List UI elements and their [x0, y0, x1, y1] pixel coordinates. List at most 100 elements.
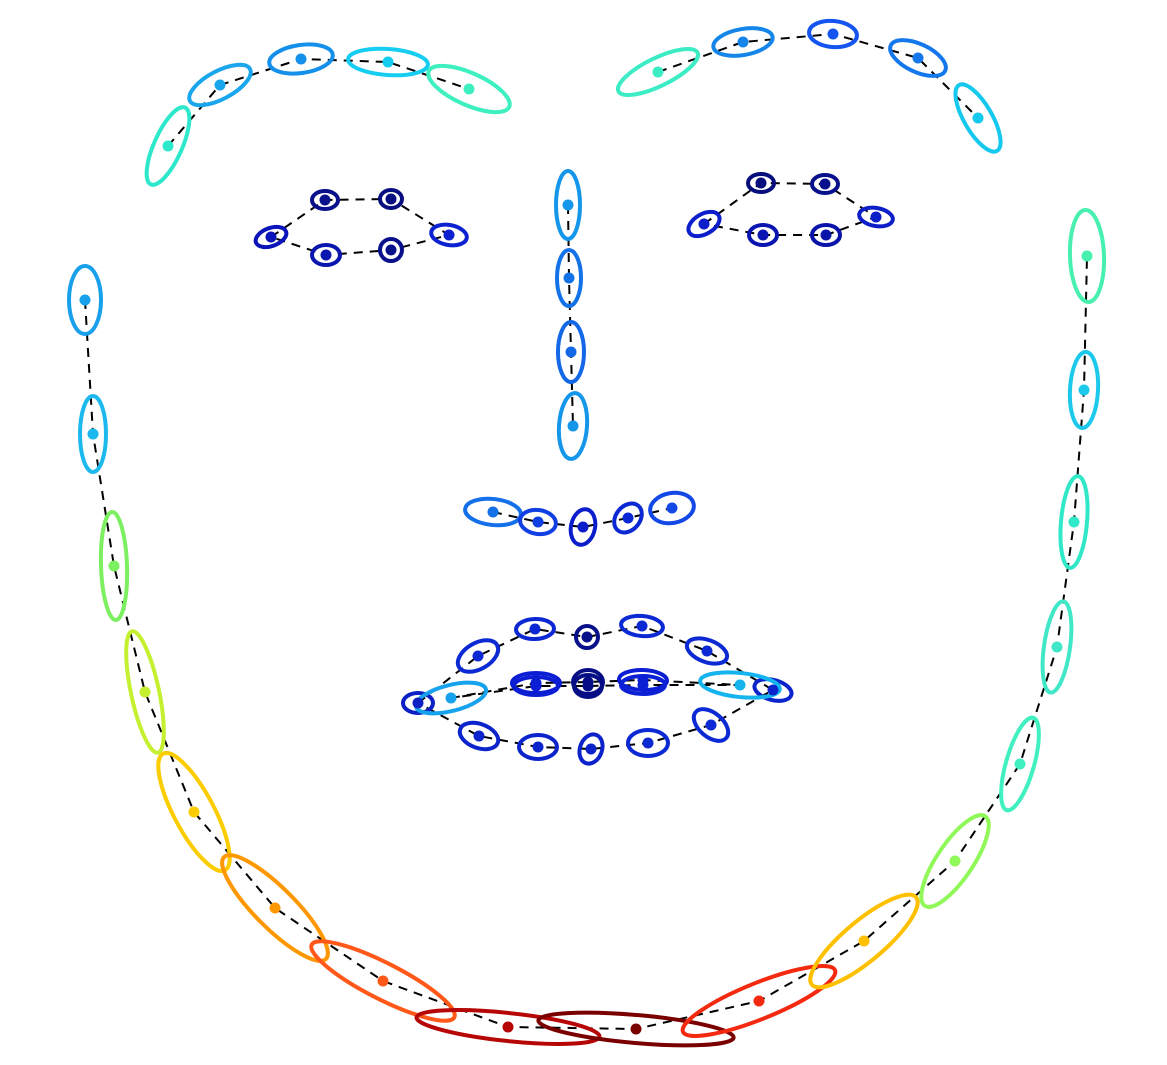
- inner-lip-point-5: [734, 679, 746, 691]
- right-eye-point-3: [819, 178, 831, 190]
- jaw-point-11: [858, 935, 870, 947]
- left-brow-ellipse-4: [346, 46, 430, 78]
- right-eye-ellipse-2: [746, 172, 776, 194]
- jaw-ellipse-16: [1067, 350, 1101, 430]
- outer-lip-point-6: [701, 645, 713, 657]
- outer-lip-ellipse-9: [626, 728, 670, 758]
- jaw-ellipse-2: [78, 394, 108, 474]
- inner-lip-point-1: [445, 692, 457, 704]
- jaw-point-2: [87, 428, 99, 440]
- left-eye-ellipse-1: [253, 224, 289, 250]
- jaw-edge: [84, 255, 1088, 1031]
- outer-lip-point-9: [642, 737, 654, 749]
- jaw-ellipse-1: [67, 264, 103, 336]
- left-eye-point-6: [320, 249, 332, 261]
- outer-lip-ellipse-5: [619, 613, 665, 639]
- jaw-ellipse-14: [1040, 599, 1074, 695]
- jaw-ellipse-13: [999, 715, 1041, 813]
- nose-base-ellipse-5: [648, 490, 696, 526]
- outer-lip-point-3: [529, 623, 541, 635]
- left-eye-edge: [268, 197, 452, 257]
- nose-bridge-point-2: [563, 272, 575, 284]
- nose-bridge-ellipse-3: [556, 320, 586, 384]
- left-brow-point-1: [162, 140, 174, 152]
- nose-base-point-5: [666, 502, 678, 514]
- right-brow-ellipse-2: [711, 26, 775, 58]
- left-brow-ellipse-2: [187, 62, 253, 108]
- right-brow-point-2: [737, 36, 749, 48]
- jaw-point-12: [949, 855, 961, 867]
- jaw-ellipse-7: [309, 939, 457, 1023]
- nose-bridge-point-4: [567, 420, 579, 432]
- right-brow-ellipse-4: [888, 38, 948, 78]
- nose-bridge-ellipse-2: [555, 248, 583, 308]
- right-eye-point-1: [698, 218, 710, 230]
- right-brow-ellipse-5: [953, 82, 1003, 154]
- nose-bridge-ellipse-1: [554, 169, 582, 241]
- outer-lip-point-1: [412, 697, 424, 709]
- nose-base-point-4: [622, 512, 634, 524]
- outer-lip-point-10: [585, 743, 597, 755]
- jaw-point-8: [502, 1021, 514, 1033]
- right-brow-ellipse-1: [615, 46, 701, 98]
- left-brow-point-2: [214, 79, 226, 91]
- outer-lip-point-8: [705, 719, 717, 731]
- left-brow-point-4: [382, 56, 394, 68]
- right-brow-point-3: [827, 28, 839, 40]
- right-brow-ellipse-3: [807, 18, 859, 50]
- outer-lip-ellipse-2: [455, 638, 501, 674]
- right-brow-point-5: [972, 112, 984, 124]
- ellipse-layer: [67, 18, 1107, 1048]
- right-eye-point-6: [757, 229, 769, 241]
- right-eye-ellipse-5: [810, 223, 842, 247]
- outer-lip-ellipse-10: [577, 732, 605, 766]
- right-brow-point-1: [652, 66, 664, 78]
- right-brow-point-4: [912, 52, 924, 64]
- right-eye-ellipse-6: [747, 223, 779, 247]
- jaw-ellipse-11: [808, 892, 920, 990]
- nose-base-ellipse-4: [612, 501, 644, 535]
- jaw-point-13: [1014, 758, 1026, 770]
- jaw-ellipse-17: [1067, 208, 1107, 304]
- jaw-ellipse-6: [220, 853, 330, 963]
- left-eye-point-1: [265, 231, 277, 243]
- jaw-point-17: [1081, 250, 1093, 262]
- outer-lip-ellipse-3: [514, 616, 556, 642]
- outer-lip-ellipse-1: [401, 691, 435, 715]
- left-eye-point-2: [319, 194, 331, 206]
- left-eye-ellipse-5: [378, 237, 404, 263]
- outer-lip-ellipse-4: [574, 624, 600, 650]
- inner-lip-point-8: [530, 680, 542, 692]
- inner-lip-point-6: [637, 679, 649, 691]
- point-layer: [79, 28, 1093, 1035]
- right-eye-edge: [701, 181, 879, 236]
- nose-base-point-3: [577, 521, 589, 533]
- nose-bridge-edge: [567, 204, 574, 427]
- outer-lip-ellipse-11: [517, 733, 559, 761]
- outer-lip-point-11: [532, 741, 544, 753]
- jaw-point-7: [377, 975, 389, 987]
- jaw-point-9: [630, 1023, 642, 1035]
- jaw-ellipse-15: [1058, 474, 1090, 570]
- jaw-point-4: [139, 686, 151, 698]
- inner-lip-ellipse-5: [698, 670, 782, 700]
- nose-bridge-point-1: [562, 199, 574, 211]
- nose-base-point-1: [487, 506, 499, 518]
- jaw-ellipse-8: [414, 1008, 602, 1046]
- outer-lip-point-2: [472, 650, 484, 662]
- left-brow-ellipse-1: [144, 105, 192, 187]
- left-eye-point-5: [385, 244, 397, 256]
- nose-base-point-2: [532, 516, 544, 528]
- outer-lip-point-5: [636, 620, 648, 632]
- jaw-point-16: [1078, 384, 1090, 396]
- left-eye-ellipse-2: [310, 189, 340, 211]
- right-eye-point-2: [755, 177, 767, 189]
- left-eye-point-3: [385, 193, 397, 205]
- jaw-point-10: [753, 995, 765, 1007]
- jaw-point-6: [269, 902, 281, 914]
- jaw-point-3: [108, 560, 120, 572]
- left-brow-point-3: [295, 53, 307, 65]
- outer-lip-point-4: [581, 631, 593, 643]
